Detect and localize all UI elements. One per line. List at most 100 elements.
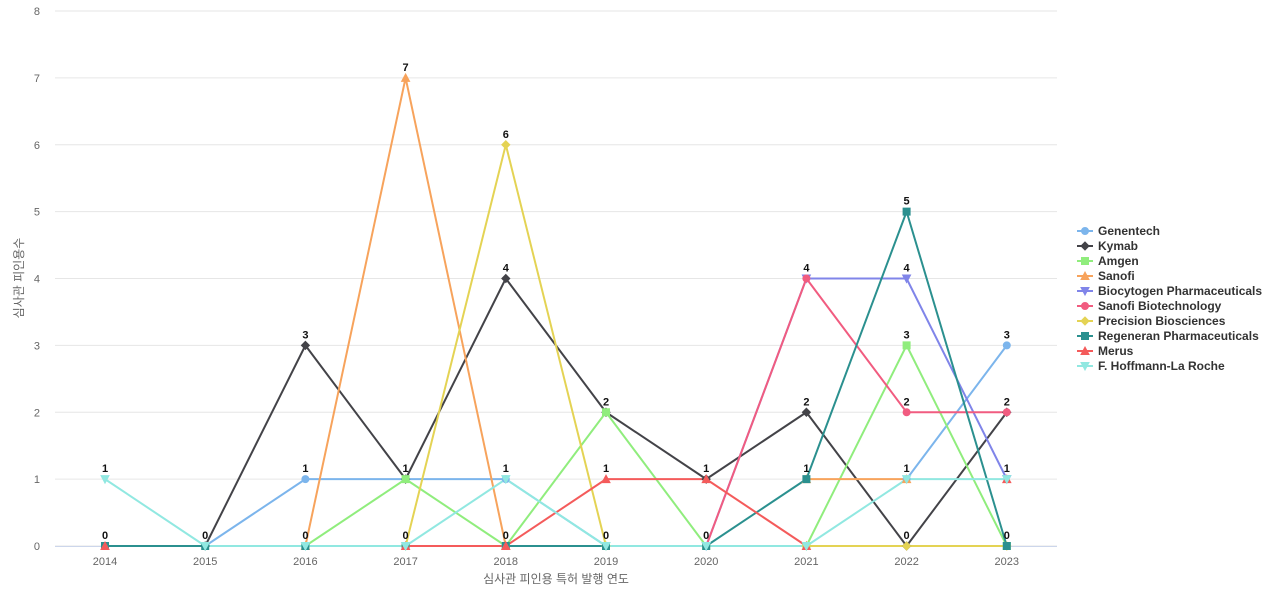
data-label-kymab: 4	[503, 263, 510, 275]
data-label-sanofi: 7	[403, 62, 409, 74]
series-line-regeneran-pharmaceuticals	[104, 210, 1008, 547]
data-point-f-hoffmann-la-roche	[1001, 475, 1012, 485]
data-label-regeneran-pharmaceuticals: 0	[403, 530, 409, 542]
data-point-sanofi-biotechnology	[802, 274, 811, 283]
legend-item-f-hoffmann-la-roche[interactable]: F. Hoffmann-La Roche	[1077, 359, 1225, 373]
data-label-biocytogen-pharmaceuticals: 4	[803, 263, 810, 275]
data-label-f-hoffmann-la-roche: 1	[102, 463, 108, 475]
x-tick-label: 2015	[193, 556, 217, 568]
data-point-kymab	[300, 340, 311, 351]
data-label-regeneran-pharmaceuticals: 1	[803, 463, 809, 475]
data-point-amgen	[602, 408, 610, 417]
data-label-amgen: 3	[904, 329, 910, 341]
data-label-regeneran-pharmaceuticals: 0	[102, 530, 108, 542]
legend-marker-icon	[1080, 287, 1090, 297]
legend-item-genentech[interactable]: Genentech	[1077, 224, 1160, 238]
data-point-f-hoffmann-la-roche	[200, 542, 211, 552]
data-point-genentech	[1002, 341, 1011, 350]
y-tick-label: 5	[34, 207, 40, 219]
legend-item-sanofi[interactable]: Sanofi	[1077, 269, 1135, 283]
legend-item-biocytogen-pharmaceuticals[interactable]: Biocytogen Pharmaceuticals	[1077, 284, 1262, 298]
data-point-f-hoffmann-la-roche	[801, 542, 812, 552]
x-tick-label: 2019	[594, 556, 618, 568]
data-label-regeneran-pharmaceuticals: 0	[503, 530, 509, 542]
data-point-regeneran-pharmaceuticals	[902, 207, 911, 216]
legend-label: Kymab	[1098, 239, 1138, 253]
data-point-sanofi-biotechnology	[1002, 408, 1011, 417]
x-tick-label: 2016	[293, 556, 317, 568]
data-label-kymab: 1	[703, 463, 709, 475]
data-point-precision-biosciences	[501, 140, 511, 150]
x-tick-label: 2018	[494, 556, 518, 568]
x-tick-label: 2022	[894, 556, 918, 568]
legend-marker-icon	[1080, 270, 1090, 280]
data-point-genentech	[301, 475, 310, 484]
legend-item-sanofi-biotechnology[interactable]: Sanofi Biotechnology	[1077, 299, 1222, 313]
x-tick-label: 2014	[93, 556, 117, 568]
data-point-f-hoffmann-la-roche	[601, 542, 611, 552]
data-point-precision-biosciences	[901, 541, 912, 551]
data-label-amgen: 1	[403, 463, 409, 475]
data-point-f-hoffmann-la-roche	[500, 475, 511, 485]
data-point-kymab	[801, 407, 812, 417]
data-point-sanofi	[400, 72, 411, 82]
legend-item-precision-biosciences[interactable]: Precision Biosciences	[1077, 314, 1226, 328]
data-label-regeneran-pharmaceuticals: 0	[603, 530, 609, 542]
data-label-precision-biosciences: 6	[503, 129, 509, 141]
legend-label: Biocytogen Pharmaceuticals	[1098, 284, 1262, 298]
series-line-genentech	[204, 344, 1008, 547]
legend-marker-icon	[1080, 241, 1090, 251]
legend-item-kymab[interactable]: Kymab	[1077, 239, 1138, 253]
data-label-biocytogen-pharmaceuticals: 4	[904, 263, 911, 275]
data-label-f-hoffmann-la-roche: 1	[503, 463, 509, 475]
legend-item-amgen[interactable]: Amgen	[1077, 254, 1139, 268]
data-label-genentech: 1	[302, 463, 308, 475]
data-label-regeneran-pharmaceuticals: 0	[202, 530, 208, 542]
data-point-amgen	[401, 475, 410, 484]
y-axis-title: 심사관 피인용수	[12, 238, 26, 319]
legend-label: Amgen	[1098, 254, 1139, 268]
series-lines	[104, 76, 1008, 547]
legend-label: F. Hoffmann-La Roche	[1098, 359, 1225, 373]
legend-item-merus[interactable]: Merus	[1077, 344, 1134, 358]
legend-label: Merus	[1098, 344, 1134, 358]
data-label-kymab: 3	[302, 329, 308, 341]
data-point-merus	[500, 540, 511, 550]
data-label-f-hoffmann-la-roche: 1	[904, 463, 910, 475]
legend-label: Sanofi Biotechnology	[1098, 299, 1222, 313]
data-label-sanofi-biotechnology: 2	[1004, 396, 1010, 408]
data-point-merus	[601, 474, 611, 484]
data-point-biocytogen-pharmaceuticals	[901, 274, 912, 284]
legend-label: Regeneran Pharmaceuticals	[1098, 329, 1259, 343]
legend-item-regeneran-pharmaceuticals[interactable]: Regeneran Pharmaceuticals	[1077, 329, 1259, 343]
x-tick-label: 2017	[393, 556, 417, 568]
data-label-regeneran-pharmaceuticals: 0	[703, 530, 709, 542]
y-tick-label: 6	[34, 140, 40, 152]
series-markers	[100, 72, 1012, 552]
y-tick-label: 1	[34, 474, 40, 486]
data-point-regeneran-pharmaceuticals	[1002, 542, 1011, 550]
data-label-kymab: 0	[904, 530, 910, 542]
x-tick-label: 2023	[995, 556, 1019, 568]
legend-marker-icon	[1081, 257, 1089, 265]
y-axis: 0 1 2 3 4 5 6 7 8	[34, 6, 40, 553]
legend-marker-icon	[1080, 316, 1090, 326]
data-label-amgen: 2	[603, 396, 609, 408]
data-point-f-hoffmann-la-roche	[100, 475, 110, 485]
legend-marker-icon	[1080, 362, 1090, 372]
data-label-sanofi-biotechnology: 2	[904, 396, 910, 408]
legend-marker-icon	[1081, 302, 1089, 310]
x-axis-title: 심사관 피인용 특허 발행 연도	[483, 571, 629, 586]
data-point-kymab	[501, 273, 511, 284]
grid	[55, 10, 1057, 547]
data-label-merus: 1	[1004, 463, 1010, 475]
data-point-f-hoffmann-la-roche	[901, 475, 912, 485]
data-point-regeneran-pharmaceuticals	[802, 475, 811, 484]
data-point-f-hoffmann-la-roche	[400, 542, 411, 552]
y-tick-label: 7	[34, 73, 40, 85]
data-point-f-hoffmann-la-roche	[300, 542, 311, 552]
x-tick-label: 2021	[794, 556, 818, 568]
